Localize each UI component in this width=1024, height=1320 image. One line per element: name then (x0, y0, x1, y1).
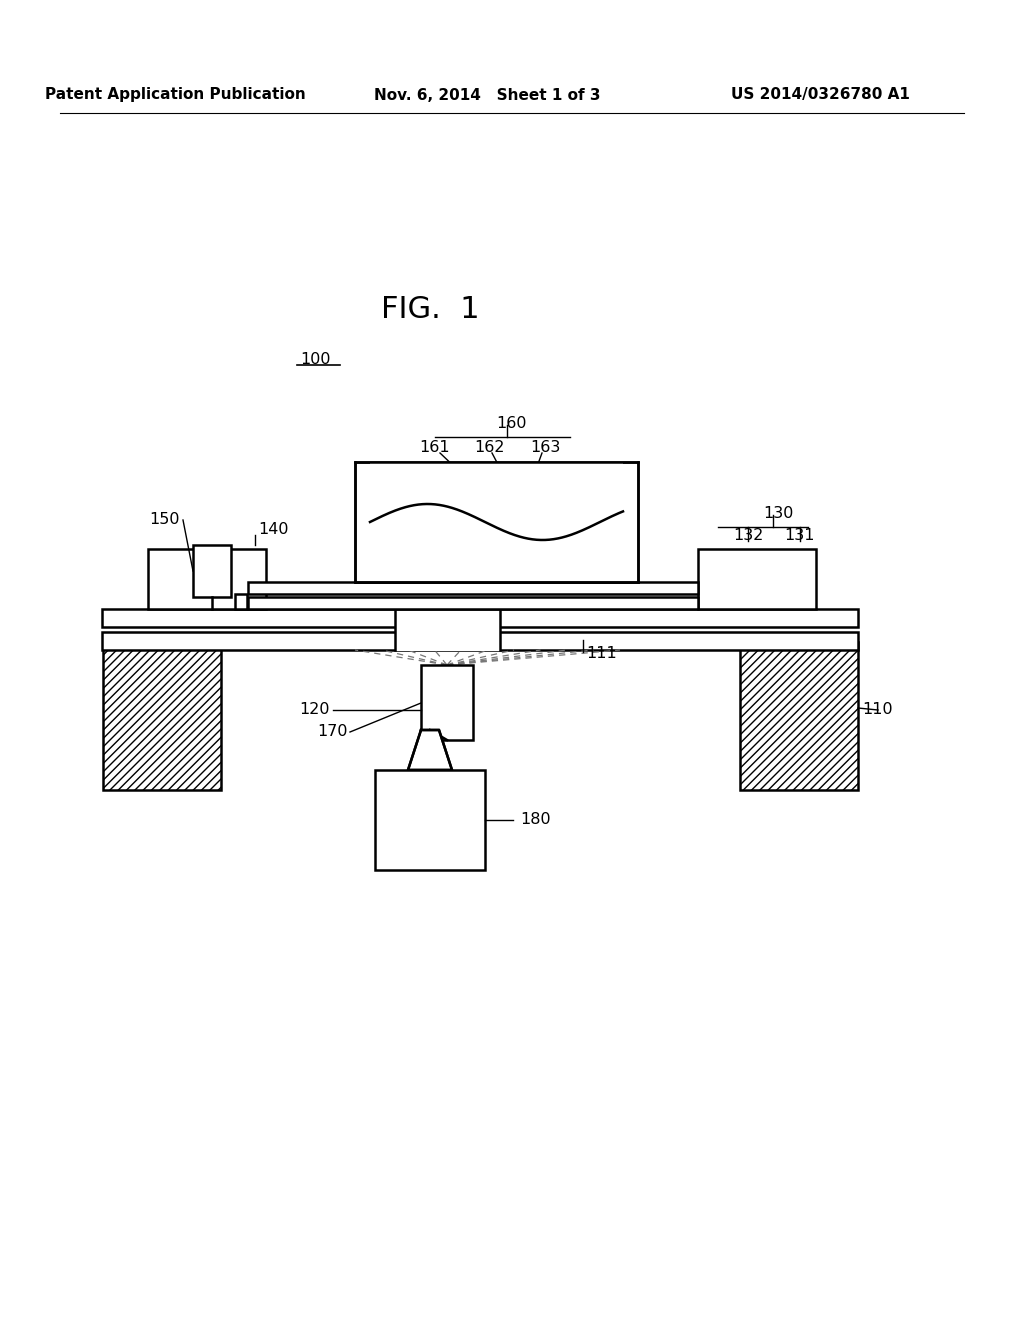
Text: 161: 161 (420, 440, 451, 454)
Text: 162: 162 (475, 440, 505, 454)
Bar (103, 586, 222, 627)
Bar (355, 462, 638, 582)
Text: 131: 131 (784, 528, 815, 543)
Text: 111: 111 (586, 647, 616, 661)
Text: FIG.  1: FIG. 1 (381, 296, 479, 325)
Bar (193, 545, 231, 597)
Text: US 2014/0326780 A1: US 2014/0326780 A1 (730, 87, 909, 103)
Bar (248, 597, 698, 609)
Text: 130: 130 (763, 506, 794, 520)
Bar (421, 665, 473, 741)
Bar (102, 609, 858, 627)
Text: 100: 100 (300, 352, 331, 367)
Text: Nov. 6, 2014   Sheet 1 of 3: Nov. 6, 2014 Sheet 1 of 3 (374, 87, 600, 103)
Bar (740, 642, 858, 789)
Text: 180: 180 (520, 813, 551, 828)
Bar (148, 549, 266, 609)
Text: 120: 120 (299, 702, 330, 718)
Text: 160: 160 (497, 416, 527, 430)
Bar (698, 549, 816, 609)
Text: 132: 132 (733, 528, 763, 543)
Text: 110: 110 (862, 702, 893, 718)
Bar (375, 770, 485, 870)
Bar (234, 594, 247, 609)
Bar (102, 632, 858, 649)
Bar (103, 642, 221, 789)
Text: Patent Application Publication: Patent Application Publication (45, 87, 305, 103)
Bar (370, 462, 623, 574)
Text: 163: 163 (529, 440, 560, 454)
Bar (395, 612, 500, 651)
Text: 150: 150 (150, 512, 180, 528)
Text: 140: 140 (258, 523, 289, 537)
Text: 170: 170 (317, 725, 348, 739)
Bar (248, 582, 698, 594)
Polygon shape (408, 730, 452, 770)
